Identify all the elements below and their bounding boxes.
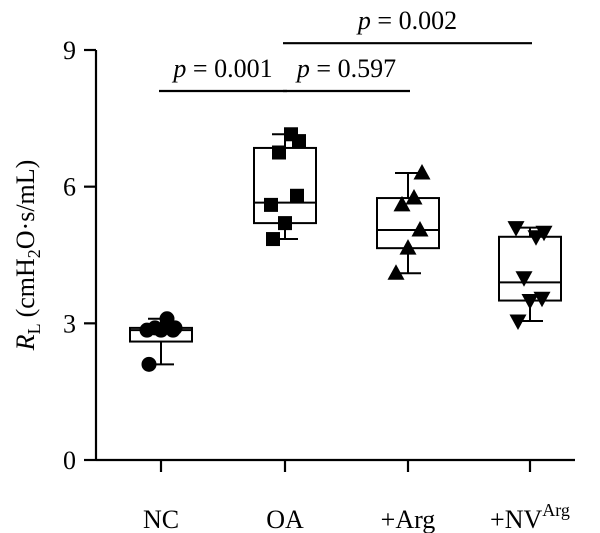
- y-axis-label: RL (cmH2O·s/mL): [11, 160, 44, 352]
- ylabel-unit-sub: 2: [24, 249, 44, 258]
- category-superscript: Arg: [542, 500, 570, 520]
- data-point-square: [272, 145, 286, 160]
- data-point-triangle-down: [509, 314, 527, 331]
- plot-area: [129, 127, 562, 372]
- y-tick-label: 9: [63, 36, 76, 65]
- data-point-square: [290, 188, 304, 203]
- data-point-triangle-down: [535, 225, 553, 242]
- data-point-triangle-up: [399, 239, 417, 255]
- data-point-triangle-down: [533, 291, 551, 308]
- box-group-3: [498, 221, 562, 331]
- data-point-square: [266, 232, 280, 247]
- data-point-square: [278, 216, 292, 231]
- data-point-triangle-down: [515, 271, 533, 287]
- data-point-triangle-up: [405, 189, 423, 205]
- ylabel-var-sub: L: [24, 323, 44, 334]
- y-tick-label: 0: [63, 446, 76, 475]
- p-value-label: p = 0.001: [171, 54, 272, 83]
- x-category-label: +Arg: [381, 505, 436, 533]
- category-name: NC: [143, 505, 179, 533]
- data-point-circle: [167, 320, 183, 336]
- category-name: +Arg: [381, 505, 436, 533]
- x-category-label: +NVArg: [490, 500, 570, 533]
- p-value: = 0.001: [186, 54, 272, 83]
- ylabel-unit-prefix: (cmH: [11, 258, 40, 317]
- data-point-triangle-up: [413, 164, 431, 180]
- box-group-2: [376, 164, 440, 280]
- category-name: +NV: [490, 505, 542, 533]
- y-tick-label: 6: [63, 173, 76, 202]
- p-value-label: p = 0.597: [295, 54, 396, 83]
- x-category-label: OA: [266, 505, 304, 533]
- iqr-box: [498, 235, 562, 302]
- data-point-square: [264, 197, 278, 212]
- p-value-label: p = 0.002: [356, 6, 457, 35]
- data-point-triangle-down: [521, 294, 539, 310]
- y-axis-label-text: RL (cmH2O·s/mL): [11, 160, 44, 352]
- p-value: = 0.002: [371, 6, 457, 35]
- data-point-triangle-up: [411, 220, 429, 237]
- category-name: OA: [266, 505, 304, 533]
- data-point-triangle-down: [507, 221, 525, 237]
- box-group-0: [129, 311, 193, 372]
- data-point-triangle-up: [387, 264, 405, 280]
- y-tick-label: 3: [63, 309, 76, 338]
- data-point-circle: [141, 356, 157, 372]
- x-category-label: NC: [143, 505, 179, 533]
- data-point-circle: [139, 322, 155, 338]
- p-symbol: p: [171, 54, 186, 83]
- axes: 0 3 6 9: [63, 36, 575, 475]
- ylabel-var: R: [11, 334, 40, 351]
- data-point-triangle-up: [393, 195, 411, 212]
- p-value: = 0.597: [310, 54, 396, 83]
- ylabel-unit-suffix: O·s/mL): [11, 160, 40, 250]
- p-symbol: p: [356, 6, 371, 35]
- p-symbol: p: [295, 54, 310, 83]
- x-axis-labels: NC OA +Arg +NVArg: [143, 500, 570, 533]
- box-group-1: [253, 127, 317, 247]
- data-point-square: [292, 134, 306, 149]
